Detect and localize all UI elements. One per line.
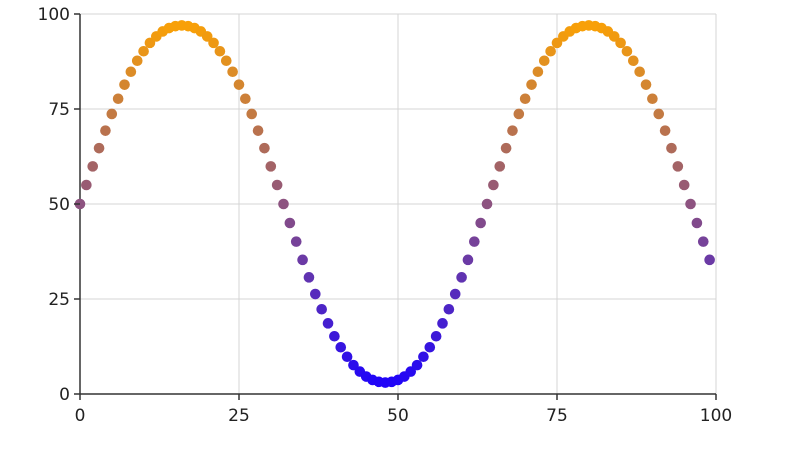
data-point xyxy=(329,330,340,342)
data-point xyxy=(475,217,486,229)
data-point xyxy=(456,272,467,283)
data-point xyxy=(278,198,289,210)
data-point xyxy=(233,79,245,90)
data-point xyxy=(418,351,429,363)
data-point xyxy=(265,161,277,172)
data-point xyxy=(647,93,658,105)
data-point xyxy=(678,179,690,191)
data-point xyxy=(653,108,665,120)
y-tick-label: 0 xyxy=(59,385,70,405)
data-point xyxy=(659,125,671,136)
data-point xyxy=(519,93,531,105)
data-point xyxy=(697,236,709,247)
data-point xyxy=(462,254,474,266)
data-point xyxy=(348,359,359,371)
data-point xyxy=(551,37,563,49)
data-point xyxy=(469,236,480,247)
data-point xyxy=(119,79,130,90)
data-point xyxy=(240,93,251,105)
data-points xyxy=(74,20,715,388)
data-point xyxy=(640,79,652,90)
x-tick-label: 25 xyxy=(228,406,250,426)
data-point xyxy=(112,93,124,105)
data-point xyxy=(208,37,219,49)
y-tick-label: 50 xyxy=(48,195,70,215)
data-point xyxy=(138,45,149,57)
data-point xyxy=(615,37,626,49)
x-tick-label: 100 xyxy=(700,406,732,426)
data-point xyxy=(685,198,696,210)
data-point xyxy=(500,142,512,154)
data-point xyxy=(513,108,525,120)
data-point xyxy=(316,303,327,315)
data-point xyxy=(341,351,353,363)
y-tick-label: 100 xyxy=(38,5,70,25)
data-point xyxy=(634,66,645,78)
data-point xyxy=(621,45,633,57)
data-point xyxy=(545,45,556,57)
data-point xyxy=(704,254,715,266)
data-point xyxy=(81,179,92,191)
data-point xyxy=(144,37,156,49)
data-point xyxy=(608,31,620,42)
data-point xyxy=(691,217,703,229)
data-point xyxy=(297,254,308,266)
data-point xyxy=(628,55,639,67)
data-point xyxy=(526,79,537,90)
data-point xyxy=(290,236,302,247)
tick-labels: 0 25 50 75 100 0 25 50 75 100 xyxy=(38,5,733,426)
data-point xyxy=(220,55,232,67)
data-point xyxy=(411,359,423,371)
data-point xyxy=(405,366,417,377)
x-tick-label: 50 xyxy=(387,406,409,426)
grid xyxy=(80,13,717,394)
x-tick-label: 75 xyxy=(546,406,568,426)
data-point xyxy=(131,55,143,67)
data-point xyxy=(507,125,518,136)
x-tick-label: 0 xyxy=(75,406,86,426)
data-point xyxy=(335,341,347,353)
y-tick-label: 75 xyxy=(48,100,70,120)
data-point xyxy=(100,125,111,136)
data-point xyxy=(125,66,137,78)
y-tick-label: 25 xyxy=(48,290,70,310)
data-point xyxy=(488,179,499,191)
data-point xyxy=(666,142,677,154)
data-point xyxy=(481,198,493,210)
data-point xyxy=(437,318,448,329)
data-point xyxy=(672,161,684,172)
data-point xyxy=(494,161,506,172)
data-point xyxy=(443,303,455,315)
data-point xyxy=(449,288,461,300)
data-point xyxy=(284,217,296,229)
data-point xyxy=(227,66,238,78)
data-point xyxy=(538,55,550,67)
data-point xyxy=(246,108,258,120)
data-point xyxy=(430,330,442,342)
data-point xyxy=(310,288,321,300)
data-point xyxy=(93,142,105,154)
data-point xyxy=(303,272,315,283)
data-point xyxy=(259,142,270,154)
data-point xyxy=(252,125,264,136)
data-point xyxy=(424,341,436,353)
data-point xyxy=(201,31,213,42)
data-point xyxy=(532,66,544,78)
data-point xyxy=(322,318,334,329)
data-point xyxy=(106,108,118,120)
data-point xyxy=(87,161,99,172)
data-point xyxy=(214,45,226,57)
data-point xyxy=(271,179,283,191)
